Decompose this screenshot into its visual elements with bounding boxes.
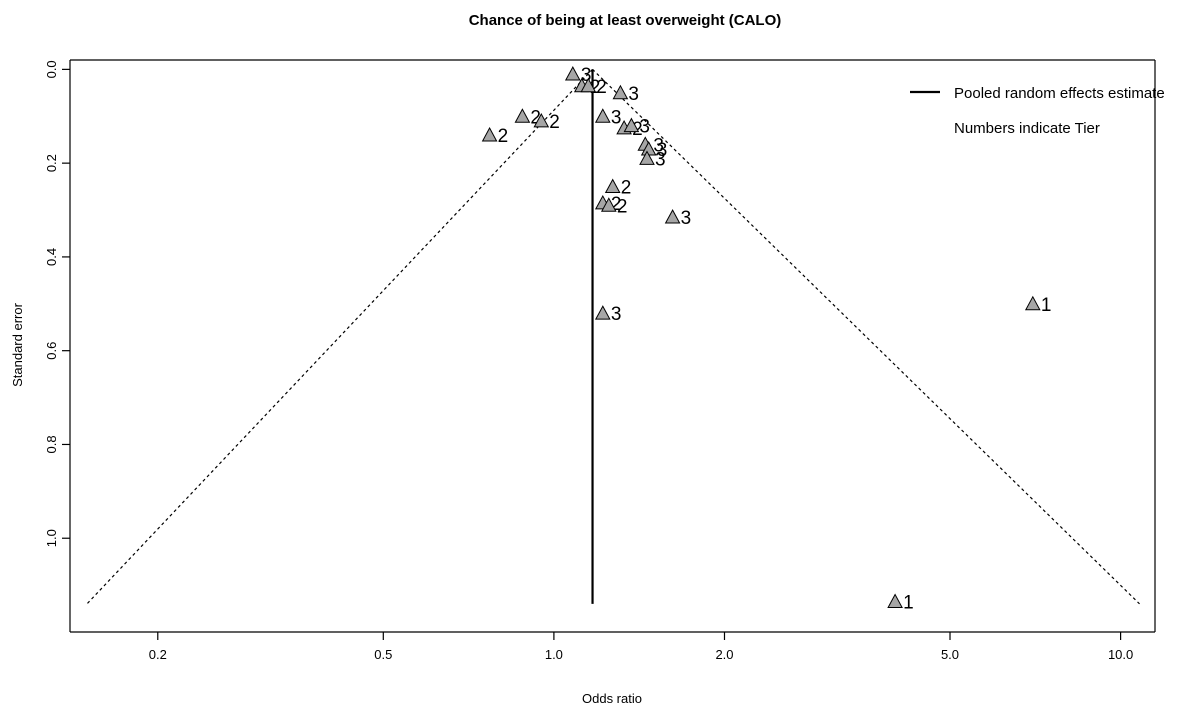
data-point-tier-label: 3	[628, 84, 639, 105]
y-tick-label: 0.0	[44, 60, 59, 78]
x-tick-label: 0.5	[374, 647, 392, 662]
data-point-tier-label: 3	[611, 107, 622, 128]
y-tick-label: 0.6	[44, 342, 59, 360]
data-point-marker	[1024, 295, 1041, 311]
legend-entry-pooled: Pooled random effects estimate	[954, 85, 1165, 102]
y-tick-label: 0.8	[44, 435, 59, 453]
data-point-tier-label: 3	[581, 65, 592, 86]
data-point-marker	[612, 84, 629, 100]
data-point-tier-label: 3	[653, 135, 664, 156]
x-tick-label: 1.0	[545, 647, 563, 662]
funnel-right-line	[592, 68, 1140, 605]
data-point-tier-label: 2	[530, 107, 541, 128]
data-point-tier-label: 2	[549, 112, 560, 133]
data-point-tier-label: 1	[1041, 295, 1052, 316]
data-point-tier-label: 3	[655, 149, 666, 170]
x-tick-label: 5.0	[941, 647, 959, 662]
data-points: 32232232323332223311	[481, 65, 1052, 614]
data-point-marker	[639, 150, 655, 165]
data-point-marker	[533, 112, 550, 128]
funnel-left-line	[86, 68, 593, 605]
y-axis-label: Standard error	[10, 302, 25, 386]
y-tick-label: 1.0	[44, 529, 59, 547]
data-point-tier-label: 2	[590, 77, 601, 98]
data-point-marker	[604, 178, 621, 193]
data-point-tier-label: 2	[611, 194, 622, 215]
legend: Pooled random effects estimate Numbers i…	[910, 85, 1165, 137]
data-point-marker	[623, 117, 640, 133]
data-point-tier-label: 2	[498, 126, 509, 147]
data-point-marker	[580, 77, 597, 93]
data-point-tier-label: 2	[621, 178, 632, 199]
data-point-marker	[664, 209, 681, 224]
data-point-marker	[514, 108, 531, 123]
data-point-marker	[594, 305, 611, 320]
data-point-tier-label: 2	[596, 77, 607, 98]
data-point-tier-label: 3	[657, 140, 668, 161]
x-axis-label: Odds ratio	[582, 691, 642, 706]
y-axis-ticks: 0.0 0.2 0.4 0.6 0.8 1.0	[44, 60, 70, 547]
x-axis-ticks: 0.2 0.5 1.0 2.0 5.0 10.0	[149, 632, 1133, 662]
y-tick-label: 0.2	[44, 154, 59, 172]
data-point-tier-label: 3	[681, 208, 692, 229]
data-point-marker	[600, 197, 617, 212]
x-tick-label: 2.0	[715, 647, 733, 662]
data-point-marker	[594, 108, 611, 123]
x-tick-label: 0.2	[149, 647, 167, 662]
y-tick-label: 0.4	[44, 248, 59, 266]
data-point-tier-label: 3	[611, 304, 622, 325]
data-point-tier-label: 3	[639, 117, 650, 138]
chart-title: Chance of being at least overweight (CAL…	[469, 12, 782, 29]
data-point-marker	[481, 126, 498, 142]
data-point-marker	[564, 66, 581, 81]
data-point-marker	[887, 593, 903, 608]
legend-entry-tier-note: Numbers indicate Tier	[954, 120, 1100, 137]
x-tick-label: 10.0	[1108, 647, 1133, 662]
data-point-tier-label: 2	[617, 196, 628, 217]
data-point-tier-label: 1	[903, 593, 914, 614]
